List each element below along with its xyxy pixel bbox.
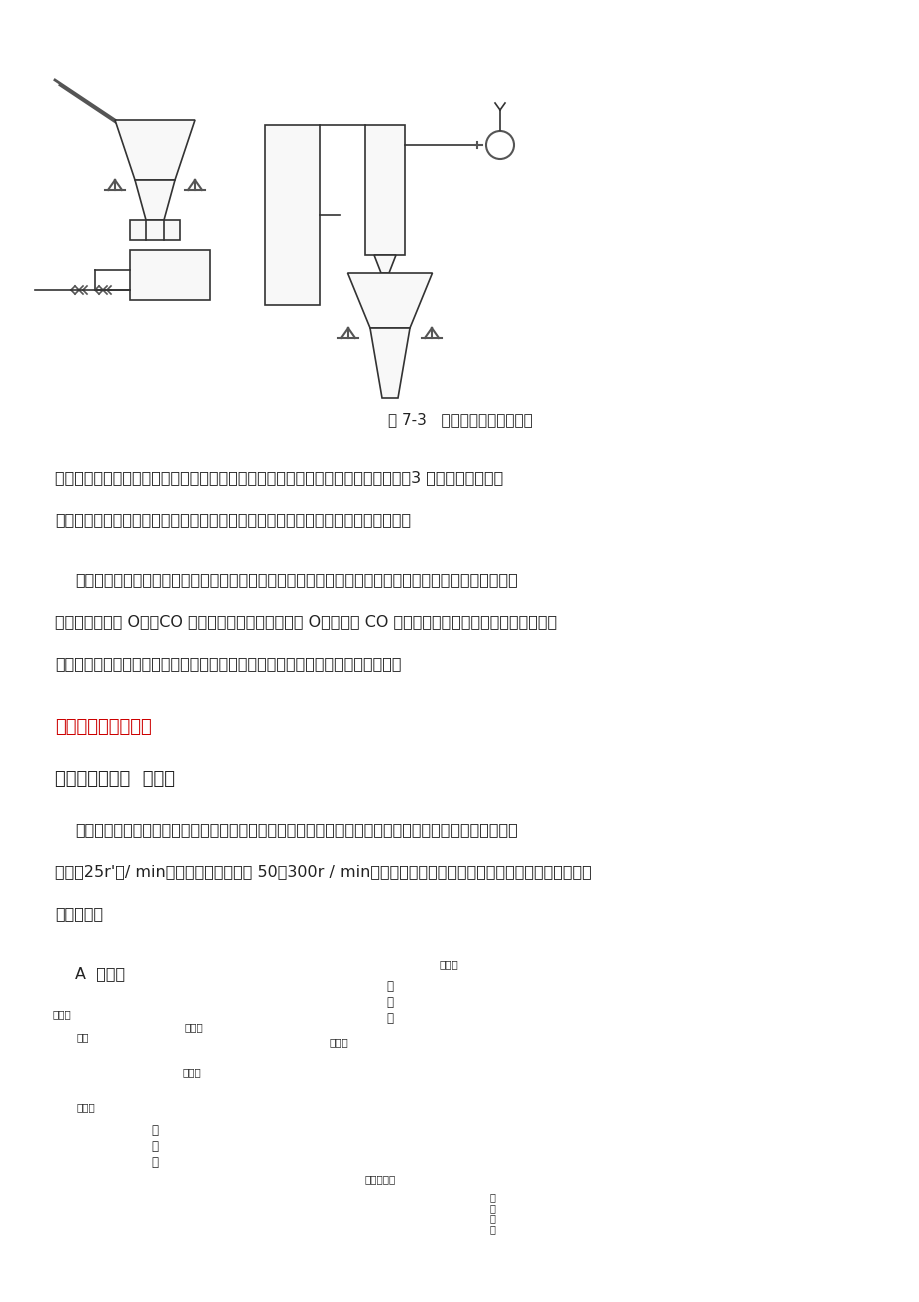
Bar <box>130 220 180 240</box>
Text: 含氧量。系统内 O：、CO 含量的监测系统：当系统内 O。含量及 CO 含量超过某一范围时报警并采取相应措: 含氧量。系统内 O：、CO 含量的监测系统：当系统内 O。含量及 CO 含量超过… <box>55 615 557 629</box>
Text: 中速磨: 中速磨 <box>185 1022 203 1032</box>
Text: 冷风: 冷风 <box>77 1032 89 1042</box>
Polygon shape <box>374 255 395 273</box>
Bar <box>265 125 320 305</box>
Polygon shape <box>369 328 410 398</box>
Text: 同。基于防爆要求，烟煤制粉工艺和烟煤与无烟煤混合制粉工艺增加以下几个系统：: 同。基于防爆要求，烟煤制粉工艺和烟煤与无烟煤混合制粉工艺增加以下几个系统： <box>55 512 411 527</box>
Text: 原
煤
仓: 原 煤 仓 <box>152 1125 158 1169</box>
Text: 按磨制的煤种可分为烟煤制粉工艺、无烟煤制粉工艺和烟煤与无烟煤混合制粉工艺，3 种工艺流程基本相: 按磨制的煤种可分为烟煤制粉工艺、无烟煤制粉工艺和烟煤与无烟煤混合制粉工艺，3 种… <box>55 470 503 486</box>
Text: 给煤机: 给煤机 <box>183 1068 201 1077</box>
Text: 的磨煤机。: 的磨煤机。 <box>55 906 103 921</box>
Bar <box>130 250 210 299</box>
Text: 电子秤: 电子秤 <box>77 1101 96 1112</box>
Text: １６～25r'　/ min。中速磨煤机转速为 50～300r / min，中速磨优于钢球磨，是目前新建制粉系统广泛采用: １６～25r' / min。中速磨煤机转速为 50～300r / min，中速磨… <box>55 865 591 879</box>
Polygon shape <box>115 120 195 180</box>
Polygon shape <box>135 180 175 220</box>
Bar <box>365 125 404 255</box>
Text: 图 7-3   中速磨制粉工艺流程图: 图 7-3 中速磨制粉工艺流程图 <box>387 413 532 427</box>
Text: 布袋收粉器: 布袋收粉器 <box>365 1174 396 1184</box>
Text: 根据磨煤机的转速可以分为低速磨煤机和中速磨煤机。低速磨煤机又称钢球磨煤机或球磨机，简体转速为: 根据磨煤机的转速可以分为低速磨煤机和中速磨煤机。低速磨煤机又称钢球磨煤机或球磨机… <box>75 822 517 837</box>
Text: 施。烟煤和无烟煤混合制粉工艺增加配煤设施，以调节烟煤和无烟煤的混合比例。: 施。烟煤和无烟煤混合制粉工艺增加配煤设施，以调节烟煤和无烟煤的混合比例。 <box>55 656 401 671</box>
Text: 干燥气: 干燥气 <box>53 1009 72 1019</box>
Text: 锁气器: 锁气器 <box>330 1036 348 1047</box>
Text: ７．１．２．１  磨煤机: ７．１．２．１ 磨煤机 <box>55 769 175 788</box>
Text: 排
粉
风
机: 排 粉 风 机 <box>490 1193 495 1234</box>
Text: 煤
粉
仓: 煤 粉 仓 <box>386 979 393 1025</box>
Text: 电子秤: 电子秤 <box>439 960 459 969</box>
Text: A  球磨机: A 球磨机 <box>75 966 125 980</box>
Text: ７．１．２主要设备: ７．１．２主要设备 <box>55 717 152 736</box>
Polygon shape <box>347 273 432 328</box>
Text: 氮气系统：用于惰化系统气氛。热风炉烟道废气引入系统：将热风炉烟道废气作为干燥气，以降低气氛中: 氮气系统：用于惰化系统气氛。热风炉烟道废气引入系统：将热风炉烟道废气作为干燥气，… <box>75 572 517 587</box>
